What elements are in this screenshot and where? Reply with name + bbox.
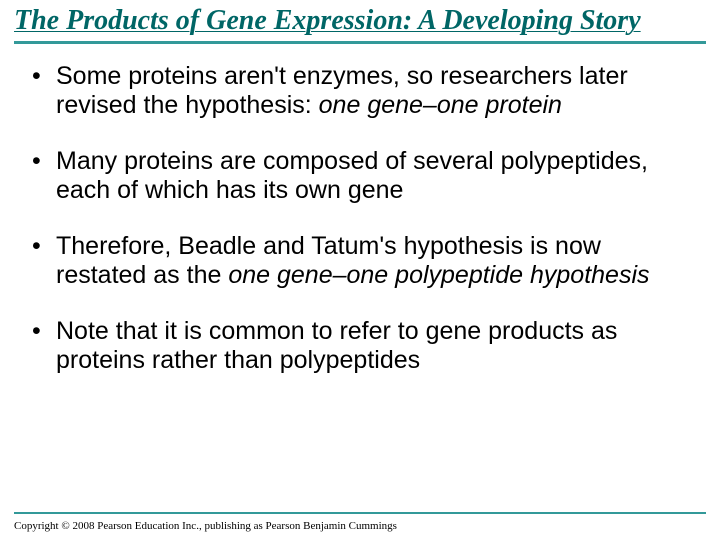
- bullet-text-italic: one gene–one protein: [319, 91, 562, 119]
- footer-rule: [14, 512, 706, 514]
- copyright-text: Copyright © 2008 Pearson Education Inc.,…: [14, 520, 397, 532]
- title-area: The Products of Gene Expression: A Devel…: [0, 0, 720, 44]
- list-item: Therefore, Beadle and Tatum's hypothesis…: [30, 232, 690, 291]
- list-item: Many proteins are composed of several po…: [30, 147, 690, 206]
- bullet-list: Some proteins aren't enzymes, so researc…: [30, 62, 690, 376]
- bullet-text-pre: Note that it is common to refer to gene …: [56, 317, 617, 375]
- bullet-text-pre: Many proteins are composed of several po…: [56, 147, 648, 205]
- list-item: Some proteins aren't enzymes, so researc…: [30, 62, 690, 121]
- bullet-text-italic: one gene–one polypeptide hypothesis: [228, 261, 649, 289]
- slide-title: The Products of Gene Expression: A Devel…: [14, 6, 706, 37]
- content-area: Some proteins aren't enzymes, so researc…: [0, 44, 720, 376]
- list-item: Note that it is common to refer to gene …: [30, 317, 690, 376]
